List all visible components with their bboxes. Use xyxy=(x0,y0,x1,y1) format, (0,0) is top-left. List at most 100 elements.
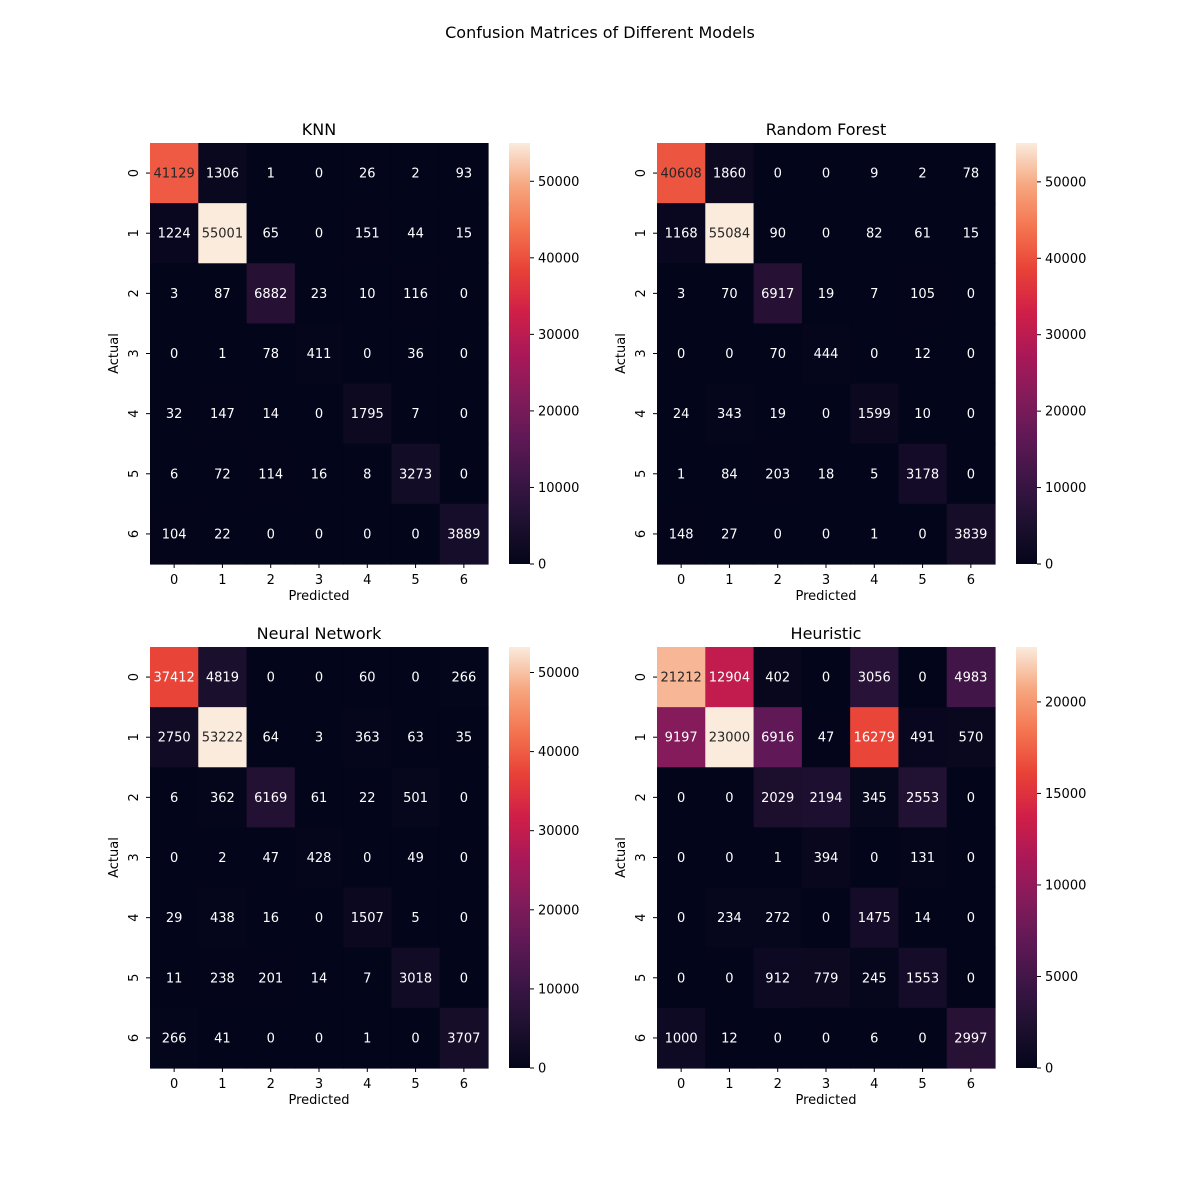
cell-value: 14 xyxy=(914,911,931,926)
heatmap-cell xyxy=(343,1007,393,1069)
cell-value: 0 xyxy=(918,1031,926,1046)
cell-value: 0 xyxy=(677,347,685,362)
colorbar-tick-label: 40000 xyxy=(1045,252,1086,267)
heatmap-cell xyxy=(753,1007,803,1069)
heatmap-cell xyxy=(705,707,755,768)
heatmap-cell xyxy=(294,647,344,708)
cell-value: 0 xyxy=(967,407,975,422)
cell-value: 362 xyxy=(210,791,235,806)
heatmap-cell xyxy=(198,707,248,768)
heatmap-cell xyxy=(343,827,393,889)
heatmap-cell xyxy=(946,323,996,385)
cell-value: 0 xyxy=(363,347,371,362)
heatmap-cell xyxy=(705,827,755,889)
heatmap-cell xyxy=(246,443,296,505)
cell-value: 0 xyxy=(822,527,830,542)
cell-value: 63 xyxy=(407,731,424,746)
cell-value: 61 xyxy=(914,227,931,242)
panel-title: Random Forest xyxy=(766,120,886,139)
cell-value: 0 xyxy=(170,851,178,866)
x-tick-label: 6 xyxy=(967,573,975,588)
heatmap-cell xyxy=(753,443,803,505)
heatmap-cell xyxy=(439,443,489,505)
heatmap-cell xyxy=(657,767,706,829)
cell-value: 238 xyxy=(210,971,235,986)
heatmap-cell xyxy=(753,383,803,445)
y-tick-label: 5 xyxy=(634,470,649,478)
cell-value: 78 xyxy=(262,347,279,362)
heatmap-cell xyxy=(657,323,706,385)
y-tick-label: 1 xyxy=(127,733,142,741)
cell-value: 428 xyxy=(307,851,332,866)
heatmap-cell xyxy=(294,707,344,768)
cell-value: 104 xyxy=(162,527,187,542)
cell-value: 3707 xyxy=(447,1031,480,1046)
heatmap-cell xyxy=(898,827,948,889)
cell-value: 9 xyxy=(870,167,878,182)
cell-value: 2 xyxy=(918,167,926,182)
heatmap-cell xyxy=(294,503,344,565)
x-tick-label: 5 xyxy=(411,1077,419,1092)
heatmap-cell xyxy=(198,947,248,1009)
heatmap-cell xyxy=(439,707,489,768)
heatmap-cell xyxy=(198,767,248,829)
cell-value: 266 xyxy=(162,1031,187,1046)
cell-value: 44 xyxy=(407,227,424,242)
heatmap-cell xyxy=(198,323,248,385)
cell-value: 0 xyxy=(822,227,830,242)
y-tick-label: 0 xyxy=(127,169,142,177)
cell-value: 0 xyxy=(267,1031,275,1046)
heatmap-cell xyxy=(150,827,199,889)
heatmap-cell xyxy=(946,503,996,565)
y-tick-label: 6 xyxy=(127,1034,142,1042)
cell-value: 203 xyxy=(765,467,790,482)
cell-value: 16279 xyxy=(854,731,895,746)
heatmap-cell xyxy=(705,503,755,565)
heatmap-cell xyxy=(657,443,706,505)
heatmap-cell xyxy=(946,827,996,889)
cell-value: 0 xyxy=(460,407,468,422)
cell-value: 24 xyxy=(673,407,690,422)
cell-value: 1224 xyxy=(158,227,191,242)
heatmap-cell xyxy=(898,443,948,505)
colorbar-tick-label: 50000 xyxy=(538,175,579,190)
heatmap-cell xyxy=(294,383,344,445)
heatmap-cell xyxy=(657,647,706,708)
colorbar-tick-label: 40000 xyxy=(538,251,579,266)
cell-value: 0 xyxy=(315,227,323,242)
heatmap-cell xyxy=(150,203,199,264)
heatmap-cell xyxy=(898,947,948,1009)
cell-value: 47 xyxy=(818,731,835,746)
heatmap-cell xyxy=(850,827,900,889)
cell-value: 0 xyxy=(460,851,468,866)
heatmap-cell xyxy=(198,647,248,708)
x-tick-label: 4 xyxy=(363,1077,371,1092)
x-tick-label: 0 xyxy=(170,1077,178,1092)
heatmap-cell xyxy=(801,947,851,1009)
heatmap-cell xyxy=(439,647,489,708)
heatmap-cell xyxy=(246,143,296,204)
cell-value: 0 xyxy=(315,671,323,686)
heatmap-cell xyxy=(343,947,393,1009)
heatmap-cell xyxy=(150,503,199,565)
colorbar-tick-label: 50000 xyxy=(538,666,579,681)
cell-value: 6916 xyxy=(761,731,794,746)
cell-value: 1475 xyxy=(858,911,891,926)
cell-value: 19 xyxy=(818,287,835,302)
colorbar-tick-label: 40000 xyxy=(538,745,579,760)
cell-value: 0 xyxy=(725,791,733,806)
cell-value: 0 xyxy=(460,347,468,362)
heatmap-cell xyxy=(150,887,199,949)
cell-value: 0 xyxy=(170,347,178,362)
cell-value: 343 xyxy=(717,407,742,422)
cell-value: 0 xyxy=(725,851,733,866)
cell-value: 22 xyxy=(359,791,376,806)
cell-value: 6 xyxy=(870,1031,878,1046)
x-tick-label: 3 xyxy=(315,1077,323,1092)
y-tick-label: 4 xyxy=(634,410,649,418)
cell-value: 41 xyxy=(214,1031,231,1046)
cell-value: 2194 xyxy=(809,791,842,806)
heatmap-cell xyxy=(150,443,199,505)
heatmap-cell xyxy=(246,503,296,565)
